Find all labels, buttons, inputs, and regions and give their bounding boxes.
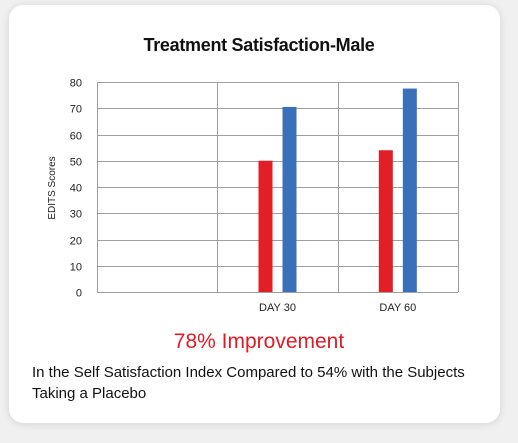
bar-day-60-series-1 bbox=[378, 150, 393, 292]
improvement-headline: 78% Improvement bbox=[173, 330, 345, 353]
y-tick-label-80: 80 bbox=[70, 78, 82, 90]
y-tick-label-40: 40 bbox=[70, 183, 82, 195]
bar-day-30-series-2 bbox=[282, 106, 297, 292]
bar-day-60-series-2 bbox=[402, 88, 417, 292]
gridlines bbox=[97, 82, 459, 293]
bar-day-30-series-1 bbox=[258, 160, 273, 292]
y-tick-label-70: 70 bbox=[70, 104, 82, 116]
x-tick-label-1: DAY 30 bbox=[259, 302, 296, 314]
bars bbox=[258, 88, 417, 292]
y-tick-labels: 0 10 20 30 40 50 60 70 80 bbox=[70, 78, 82, 300]
y-tick-label-10: 10 bbox=[70, 262, 82, 274]
y-tick-label-0: 0 bbox=[76, 288, 82, 300]
improvement-description: In the Self Satisfaction Index Compared … bbox=[32, 364, 465, 402]
y-tick-label-50: 50 bbox=[70, 157, 82, 169]
chart-title: Treatment Satisfaction-Male bbox=[143, 35, 375, 55]
y-tick-label-20: 20 bbox=[70, 236, 82, 248]
y-tick-label-60: 60 bbox=[70, 131, 82, 143]
y-axis-label: EDITS Scores bbox=[47, 156, 58, 219]
y-tick-label-30: 30 bbox=[70, 209, 82, 221]
x-tick-labels: DAY 30 DAY 60 bbox=[259, 302, 416, 314]
x-tick-label-2: DAY 60 bbox=[379, 302, 416, 314]
